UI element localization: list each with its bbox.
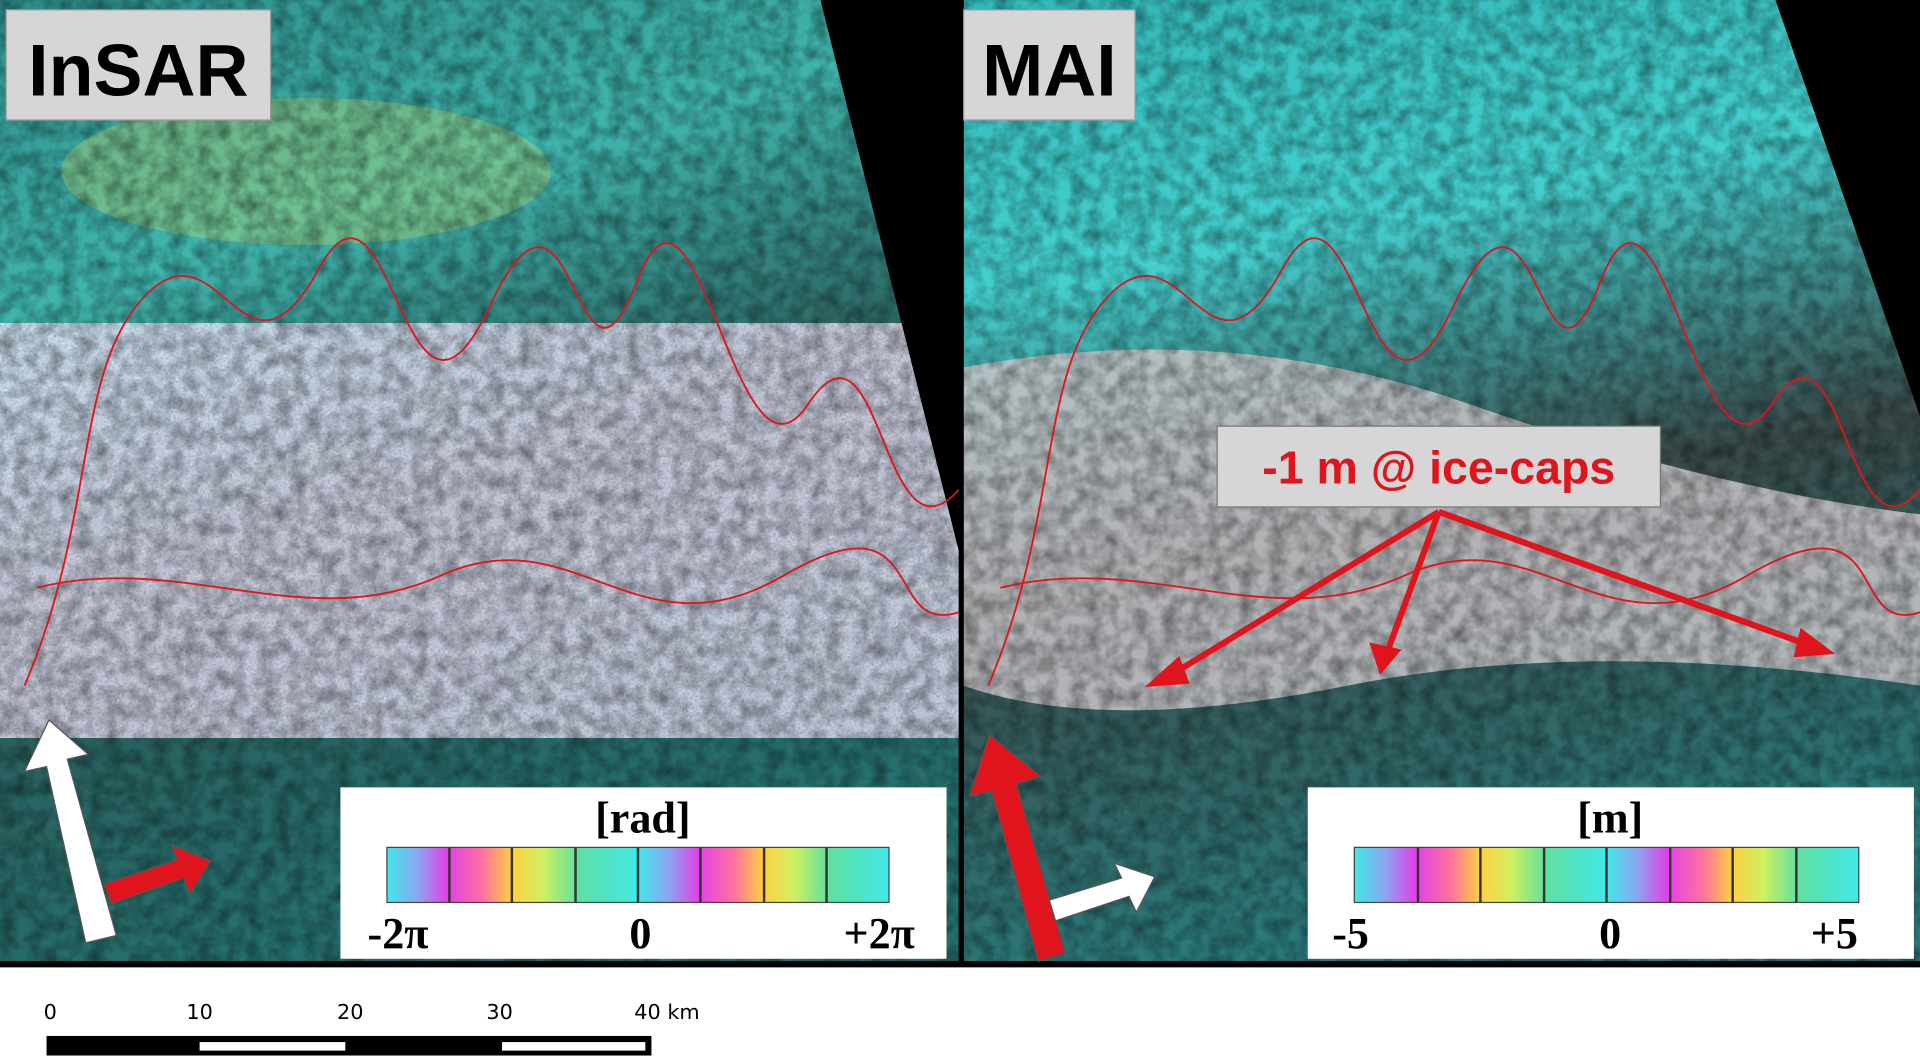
scale-label: 0 <box>44 1000 57 1024</box>
scale-bar-segment <box>502 1042 645 1051</box>
colorbar-min: -5 <box>1332 909 1369 958</box>
panel-label: MAI <box>982 29 1117 112</box>
colorbar-insar: [rad] -2π 0 +2π <box>340 787 946 958</box>
panel-label: InSAR <box>28 29 248 112</box>
colorbar-max: +2π <box>844 909 915 958</box>
scale-label: 10 <box>186 1000 212 1024</box>
colorbar-max: +5 <box>1811 909 1858 958</box>
scale-label: 30 <box>486 1000 512 1024</box>
figure: InSAR MAI -1 m @ ice-caps [rad] -2π 0 +2… <box>0 0 1920 1058</box>
colorbar-mid: 0 <box>629 909 651 958</box>
scale-bar: 0 10 20 30 40 km <box>44 1000 700 1056</box>
scale-label: 40 km <box>634 1000 699 1024</box>
scale-label: 20 <box>337 1000 363 1024</box>
colorbar-unit: [m] <box>1577 794 1643 843</box>
colorbar-mid: 0 <box>1599 909 1621 958</box>
colorbar-unit: [rad] <box>595 794 690 843</box>
colorbar-min: -2π <box>368 909 429 958</box>
colorbar-mai: [m] -5 0 +5 <box>1308 787 1914 958</box>
annotation: -1 m @ ice-caps <box>1262 442 1615 494</box>
scale-bar-segment <box>200 1042 346 1051</box>
